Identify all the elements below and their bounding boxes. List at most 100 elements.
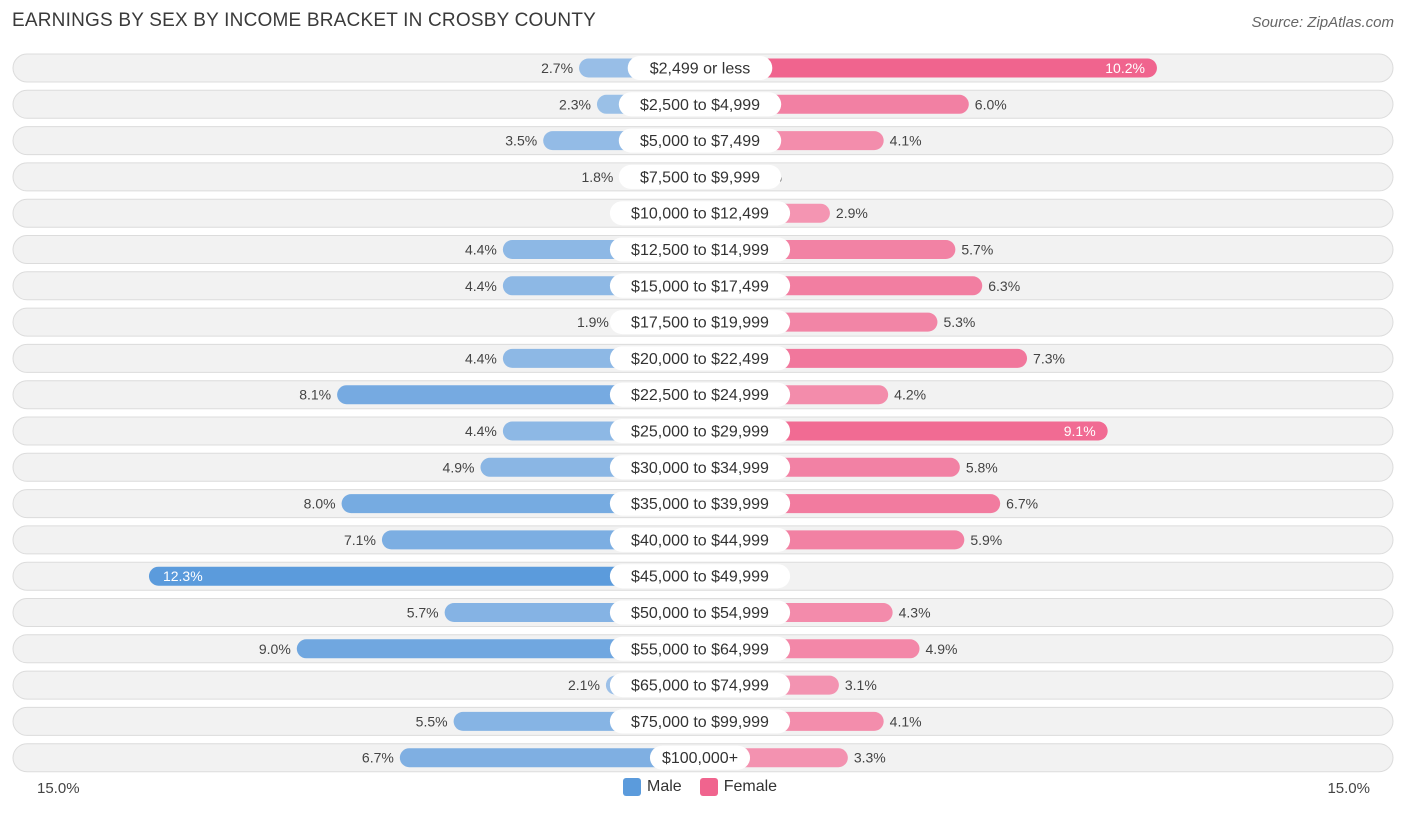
value-label-male: 2.3% [559,96,591,112]
value-label-male: 1.9% [577,314,609,330]
category-pill [609,600,791,625]
value-label-male: 9.0% [259,641,291,657]
value-label-male: 8.0% [304,496,336,512]
chart-row: 4.9% 5.8% $30,000 to $34,999 [12,452,1394,482]
value-label-male: 8.1% [299,387,331,403]
source-label: Source: ZipAtlas.com [1251,14,1394,31]
legend-item-female[interactable]: Female [699,778,778,796]
value-label-female: 7.3% [1033,350,1065,366]
chart-row: 6.7% 3.3% $100,000+ [12,743,1394,773]
value-label-female: 4.3% [899,605,931,621]
category-label: $17,500 to $19,999 [631,315,769,332]
chart-row: 0.82%2.9%$10,000 to $12,499 [12,198,1394,228]
value-label-male: 4.4% [465,350,497,366]
category-label: $35,000 to $39,999 [631,496,769,513]
bar-male[interactable] [296,639,700,659]
category-label: $20,000 to $22,499 [631,351,769,368]
chart-row: 3.5% 4.1% $5,000 to $7,499 [12,126,1394,156]
category-label: $2,500 to $4,999 [640,97,760,114]
category-label: $40,000 to $44,999 [631,532,769,549]
value-label-female: 4.2% [894,387,926,403]
chart-row: 1.9% 5.3% $17,500 to $19,999 [12,307,1394,337]
value-label-female: 6.7% [1006,496,1038,512]
chart-row: 12.3%0.18%$45,000 to $49,999 [12,561,1394,591]
category-pill [609,237,791,262]
category-pill [609,636,791,661]
category-pill [609,491,791,516]
category-pill [609,709,791,734]
category-label: $45,000 to $49,999 [631,569,769,586]
category-pill [618,128,782,153]
category-pill [609,201,791,226]
axis-right-label: 15.0% [1327,780,1370,797]
chart-row: 1.8%0.81%$7,500 to $9,999 [12,162,1394,192]
chart-row: 4.4% 9.1% $25,000 to $29,999 [12,416,1394,446]
category-label: $15,000 to $17,499 [631,278,769,295]
chart-row: 8.1% 4.2% $22,500 to $24,999 [12,380,1394,410]
legend-label-male: Male [647,778,682,795]
bar-female[interactable] [700,421,1108,441]
chart-row: 5.7% 4.3% $50,000 to $54,999 [12,598,1394,627]
category-pill [649,745,751,770]
category-label: $50,000 to $54,999 [631,605,769,622]
value-label-female: 6.0% [975,96,1007,112]
value-label-male: 5.7% [407,605,439,621]
legend-swatch-female [699,778,718,796]
value-label-male: 4.9% [443,459,475,475]
category-pill [609,382,791,407]
category-label: $65,000 to $74,999 [631,678,769,695]
chart-row: 4.4% 7.3% $20,000 to $22,499 [12,343,1394,373]
legend-label-female: Female [723,778,778,795]
value-label-female: 4.9% [926,641,958,657]
value-label-male: 4.4% [465,242,497,258]
category-pill [609,455,791,480]
value-label-female: 3.3% [854,750,886,766]
chart-title: EARNINGS BY SEX BY INCOME BRACKET IN CRO… [12,10,597,31]
bar-male[interactable] [399,748,700,768]
category-label: $30,000 to $34,999 [631,460,769,477]
value-label-male: 4.4% [465,423,497,439]
value-label-male: 5.5% [416,713,448,729]
category-label: $12,500 to $14,999 [631,242,769,259]
legend: Male Female [623,778,795,796]
chart-row: 7.1% 5.9% $40,000 to $44,999 [12,525,1394,555]
value-label-male: 2.1% [568,677,600,693]
value-label-female: 9.1% [1064,423,1096,439]
category-pill [609,310,791,335]
value-label-male: 1.8% [581,169,613,185]
chart-row: 4.4% 6.3% $15,000 to $17,499 [12,271,1394,301]
value-label-male: 2.7% [541,60,573,76]
bar-male[interactable] [148,566,700,586]
category-label: $7,500 to $9,999 [640,169,760,186]
category-label: $2,499 or less [650,61,751,78]
value-label-female: 4.1% [890,133,922,149]
bar-female[interactable] [700,58,1157,78]
category-label: $100,000+ [662,750,738,767]
category-pill [609,419,791,443]
bar-male[interactable] [337,385,700,405]
value-label-male: 6.7% [362,750,394,766]
category-label: $22,500 to $24,999 [631,387,769,404]
value-label-male: 7.1% [344,532,376,548]
chart-row: 4.4% 5.7% $12,500 to $14,999 [12,235,1394,264]
value-label-female: 5.3% [943,314,975,330]
category-label: $5,000 to $7,499 [640,133,760,150]
category-label: $75,000 to $99,999 [631,714,769,731]
category-pill [609,564,791,589]
chart-row: 2.7% 10.2% $2,499 or less [12,53,1394,83]
legend-item-male[interactable]: Male [623,778,682,796]
category-pill [609,273,791,298]
legend-swatch-male [623,778,641,796]
category-pill [627,56,773,80]
value-label-female: 6.3% [988,278,1020,294]
value-label-female: 5.7% [961,242,993,258]
bar-male[interactable] [341,494,700,514]
value-label-female: 10.2% [1105,60,1145,76]
category-label: $55,000 to $64,999 [631,641,769,658]
category-label: $25,000 to $29,999 [631,424,769,441]
category-pill [609,673,791,698]
chart-row: 5.5% 4.1% $75,000 to $99,999 [12,706,1394,736]
value-label-female: 2.9% [836,205,868,221]
value-label-female: 5.9% [970,532,1002,548]
